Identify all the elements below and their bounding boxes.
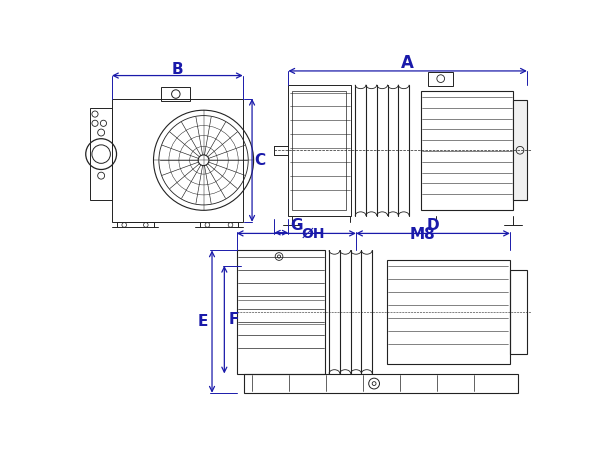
Bar bbox=[428, 72, 453, 86]
Bar bbox=[292, 91, 346, 210]
Bar bbox=[112, 99, 243, 222]
Text: G: G bbox=[290, 218, 302, 233]
Text: A: A bbox=[401, 54, 414, 72]
Text: ØH: ØH bbox=[302, 227, 326, 241]
Bar bbox=[91, 108, 112, 200]
Bar bbox=[421, 91, 513, 210]
Text: D: D bbox=[427, 218, 439, 233]
Bar bbox=[510, 270, 527, 354]
Text: E: E bbox=[197, 314, 208, 329]
Text: B: B bbox=[172, 62, 183, 77]
Bar bbox=[236, 250, 325, 374]
Bar bbox=[244, 374, 518, 393]
Bar bbox=[161, 87, 190, 101]
Bar bbox=[513, 100, 527, 200]
Bar bbox=[288, 85, 352, 216]
Text: M8: M8 bbox=[409, 227, 435, 242]
Bar bbox=[387, 260, 510, 364]
Text: C: C bbox=[254, 153, 265, 168]
Text: F: F bbox=[229, 312, 239, 327]
